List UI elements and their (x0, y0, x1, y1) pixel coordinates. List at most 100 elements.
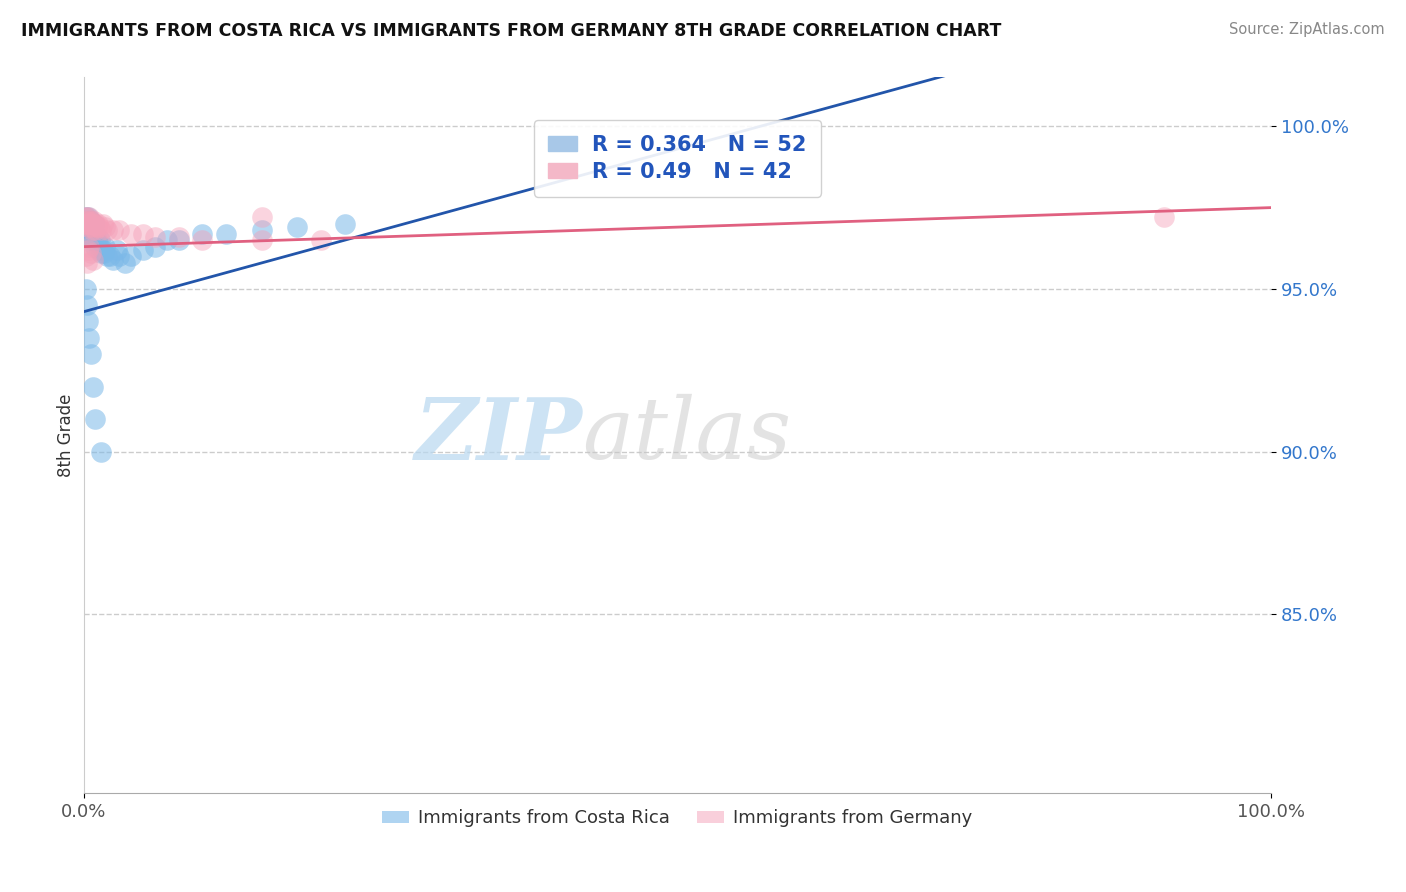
Point (87, 220, 110, 235)
Point (1153, 211, 1175, 225)
Point (96, 223, 118, 237)
Point (333, 217, 356, 231)
Point (80, 223, 103, 237)
Point (103, 223, 125, 237)
Point (120, 227, 142, 241)
Point (79, 331, 101, 345)
Y-axis label: 8th Grade: 8th Grade (58, 393, 75, 477)
Point (94, 220, 117, 235)
Point (76, 298, 98, 312)
Point (79, 347, 101, 361)
Point (75, 213, 97, 227)
Point (90, 246, 112, 260)
Point (82, 252, 104, 267)
Point (77, 217, 100, 231)
Point (108, 249, 131, 263)
Point (84, 223, 107, 237)
Point (86, 233, 108, 247)
Point (82, 217, 104, 231)
Point (108, 223, 131, 237)
Text: Source: ZipAtlas.com: Source: ZipAtlas.com (1229, 22, 1385, 37)
Point (309, 233, 332, 247)
Point (77, 211, 100, 225)
Point (156, 233, 179, 247)
Point (82, 220, 104, 235)
Point (76, 213, 98, 227)
Text: atlas: atlas (582, 394, 792, 476)
Point (91, 243, 114, 257)
Point (75, 282, 97, 296)
Point (143, 230, 166, 244)
Point (79, 223, 101, 237)
Point (83, 217, 105, 231)
Point (73, 211, 96, 225)
Point (79, 240, 101, 254)
Point (79, 220, 101, 235)
Point (82, 233, 104, 247)
Point (132, 227, 155, 241)
Point (75, 249, 97, 263)
Point (90, 444, 112, 458)
Point (84, 412, 107, 426)
Point (191, 227, 214, 241)
Point (285, 220, 308, 235)
Point (87, 236, 110, 251)
Text: ZIP: ZIP (415, 393, 582, 477)
Point (250, 211, 273, 225)
Point (91, 217, 114, 231)
Point (75, 217, 97, 231)
Point (79, 213, 101, 227)
Point (76, 217, 98, 231)
Point (96, 249, 118, 263)
Point (76, 220, 98, 235)
Point (132, 243, 155, 257)
Point (114, 256, 136, 270)
Point (77, 243, 100, 257)
Point (167, 233, 190, 247)
Point (76, 256, 98, 270)
Point (167, 230, 190, 244)
Point (79, 217, 101, 231)
Point (105, 243, 128, 257)
Point (79, 213, 101, 227)
Point (79, 246, 101, 260)
Point (75, 223, 97, 237)
Point (84, 227, 107, 241)
Point (89, 233, 111, 247)
Point (250, 223, 273, 237)
Point (94, 240, 117, 254)
Point (79, 211, 101, 225)
Point (87, 217, 110, 231)
Text: IMMIGRANTS FROM COSTA RICA VS IMMIGRANTS FROM GERMANY 8TH GRADE CORRELATION CHAR: IMMIGRANTS FROM COSTA RICA VS IMMIGRANTS… (21, 22, 1001, 40)
Point (215, 227, 238, 241)
Point (98, 249, 121, 263)
Point (143, 240, 166, 254)
Point (77, 213, 100, 227)
Point (86, 220, 108, 235)
Point (120, 249, 142, 263)
Point (93, 246, 115, 260)
Point (83, 213, 105, 227)
Point (76, 230, 98, 244)
Legend: Immigrants from Costa Rica, Immigrants from Germany: Immigrants from Costa Rica, Immigrants f… (375, 802, 980, 834)
Point (90, 223, 112, 237)
Point (250, 233, 273, 247)
Point (82, 220, 104, 235)
Point (80, 217, 103, 231)
Point (84, 217, 107, 231)
Point (77, 220, 100, 235)
Point (103, 252, 125, 267)
Point (79, 217, 101, 231)
Point (80, 217, 103, 231)
Point (82, 379, 104, 393)
Point (77, 314, 100, 328)
Point (76, 211, 98, 225)
Point (73, 217, 96, 231)
Point (87, 243, 110, 257)
Point (80, 223, 103, 237)
Point (84, 240, 107, 254)
Point (75, 211, 97, 225)
Point (191, 233, 214, 247)
Point (79, 230, 101, 244)
Point (79, 233, 101, 247)
